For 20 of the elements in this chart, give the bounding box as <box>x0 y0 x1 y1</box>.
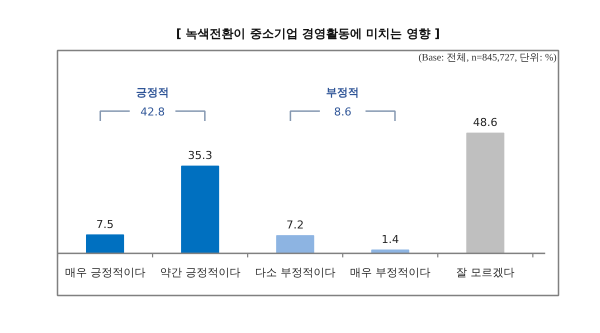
data-label: 1.4 <box>381 232 399 246</box>
x-tick-label: 매우 부정적이다 <box>350 266 430 279</box>
annotation: 42.8 <box>140 106 165 119</box>
annotation: 부정적 <box>326 86 360 100</box>
x-tick-label: 다소 부정적이다 <box>254 266 336 279</box>
bar <box>466 132 504 254</box>
x-tick-label: 잘 모르겠다 <box>456 266 515 279</box>
x-tick-label: 약간 긍정적이다 <box>160 266 240 279</box>
data-label: 35.3 <box>188 149 212 162</box>
bar <box>181 166 220 254</box>
data-label: 7.5 <box>96 218 114 231</box>
annotation: (Base: 전체, n=845,727, 단위: %) <box>418 52 557 64</box>
data-label: 48.6 <box>473 116 498 130</box>
bar <box>276 235 314 254</box>
annotation: 8.6 <box>334 106 352 119</box>
chart-title: [ 녹색전환이 중소기업 경영활동에 미치는 영향 ] <box>176 26 440 40</box>
x-tick-label: 매우 긍정적이다 <box>64 266 146 279</box>
annotation: 긍정적 <box>136 86 170 100</box>
data-label: 7.2 <box>286 218 304 232</box>
bar <box>86 234 124 254</box>
